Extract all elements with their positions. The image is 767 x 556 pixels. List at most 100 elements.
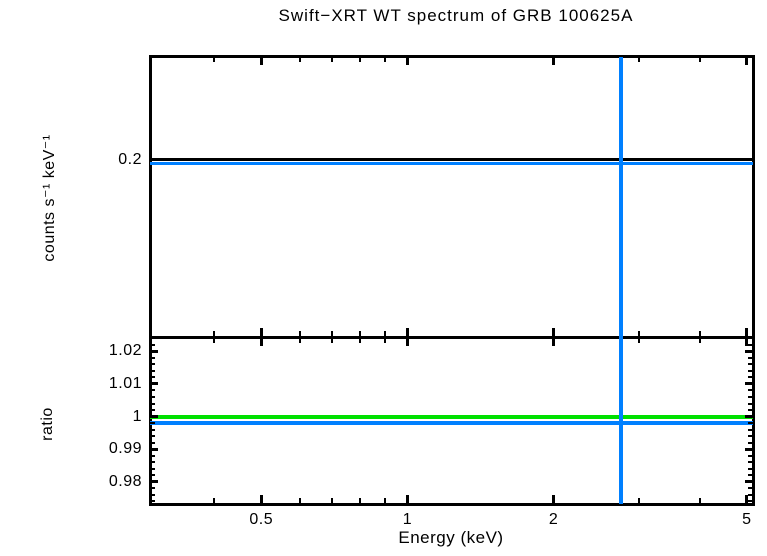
y-minor-tick <box>149 474 155 477</box>
x-tick <box>698 498 701 504</box>
x-tick <box>359 56 362 62</box>
y-minor-tick <box>748 356 754 359</box>
y-minor-tick <box>149 402 155 405</box>
y-minor-tick <box>149 467 155 470</box>
y-minor-tick <box>748 389 754 392</box>
y-minor-tick <box>748 343 754 346</box>
x-tick <box>259 495 263 504</box>
x-tick <box>552 337 556 346</box>
y-tick <box>149 480 158 484</box>
y-minor-tick <box>149 422 155 425</box>
y-minor-tick <box>748 474 754 477</box>
y-tick-label: 1.02 <box>108 342 142 360</box>
y-tick-label: 1.01 <box>108 374 142 392</box>
y-minor-tick <box>149 363 155 366</box>
y-minor-tick <box>748 402 754 405</box>
x-tick <box>359 331 362 337</box>
x-tick <box>384 331 387 337</box>
spectrum-data-line <box>150 158 753 162</box>
y-minor-tick <box>748 369 754 372</box>
y-minor-tick <box>748 363 754 366</box>
spectrum-model-line <box>150 162 753 166</box>
x-tick <box>213 56 216 62</box>
x-tick <box>213 337 216 343</box>
y-tick-label: 0.2 <box>118 150 142 168</box>
x-tick <box>552 495 556 504</box>
x-tick <box>359 337 362 343</box>
y-minor-tick <box>149 500 155 503</box>
y-minor-tick <box>149 461 155 464</box>
x-tick <box>384 337 387 343</box>
y-minor-tick <box>748 500 754 503</box>
y-tick <box>745 349 754 353</box>
x-tick <box>259 56 263 65</box>
y-tick-label: 0.99 <box>108 440 142 458</box>
ratio-unity-line <box>150 414 753 419</box>
y-minor-tick <box>149 337 155 340</box>
y-tick <box>745 480 754 484</box>
y-minor-tick <box>149 396 155 399</box>
y-minor-tick <box>149 369 155 372</box>
y-tick <box>149 349 158 353</box>
y-minor-tick <box>748 337 754 340</box>
y-minor-tick <box>149 441 155 444</box>
y-minor-tick <box>748 422 754 425</box>
x-tick <box>405 495 409 504</box>
x-axis-label: Energy (keV) <box>398 528 504 547</box>
y-minor-tick <box>748 396 754 399</box>
x-tick <box>213 331 216 337</box>
x-tick <box>638 337 641 343</box>
x-tick <box>259 328 263 337</box>
x-tick <box>298 331 301 337</box>
y-minor-tick <box>149 428 155 431</box>
y-minor-tick <box>748 435 754 438</box>
y-minor-tick <box>748 409 754 412</box>
x-tick <box>745 56 749 65</box>
y-minor-tick <box>149 376 155 379</box>
x-tick <box>259 337 263 346</box>
ratio-y-axis-label: ratio <box>39 407 56 441</box>
y-minor-tick <box>149 487 155 490</box>
y-minor-tick <box>748 376 754 379</box>
y-minor-tick <box>149 389 155 392</box>
y-minor-tick <box>149 409 155 412</box>
ratio-data-line <box>150 421 753 426</box>
x-tick <box>745 337 749 346</box>
y-tick <box>745 382 754 386</box>
energy-marker-line <box>618 336 623 504</box>
x-tick <box>384 56 387 62</box>
x-tick <box>331 56 334 62</box>
y-minor-tick <box>149 493 155 496</box>
x-tick-label: 5 <box>742 511 752 528</box>
x-tick <box>405 56 409 65</box>
x-tick <box>298 337 301 343</box>
y-minor-tick <box>748 461 754 464</box>
x-tick <box>552 328 556 337</box>
x-tick-label: 0.5 <box>249 511 274 528</box>
y-minor-tick <box>748 467 754 470</box>
y-minor-tick <box>149 356 155 359</box>
x-tick <box>384 498 387 504</box>
x-tick <box>331 331 334 337</box>
y-minor-tick <box>149 435 155 438</box>
energy-marker-line <box>618 57 623 337</box>
y-tick <box>745 158 754 162</box>
spectrum-y-axis-label: counts s⁻¹ keV⁻¹ <box>41 134 58 262</box>
x-tick <box>638 498 641 504</box>
x-tick <box>638 331 641 337</box>
x-tick <box>552 56 556 65</box>
y-tick <box>149 382 158 386</box>
y-tick-label: 0.98 <box>108 472 142 490</box>
x-tick <box>213 498 216 504</box>
ratio-frame <box>148 335 755 506</box>
spectrum-frame <box>148 54 755 339</box>
y-minor-tick <box>149 454 155 457</box>
x-tick <box>745 328 749 337</box>
y-tick <box>149 158 158 162</box>
x-tick <box>698 337 701 343</box>
x-tick <box>359 498 362 504</box>
y-minor-tick <box>748 493 754 496</box>
y-minor-tick <box>748 428 754 431</box>
x-tick <box>698 331 701 337</box>
